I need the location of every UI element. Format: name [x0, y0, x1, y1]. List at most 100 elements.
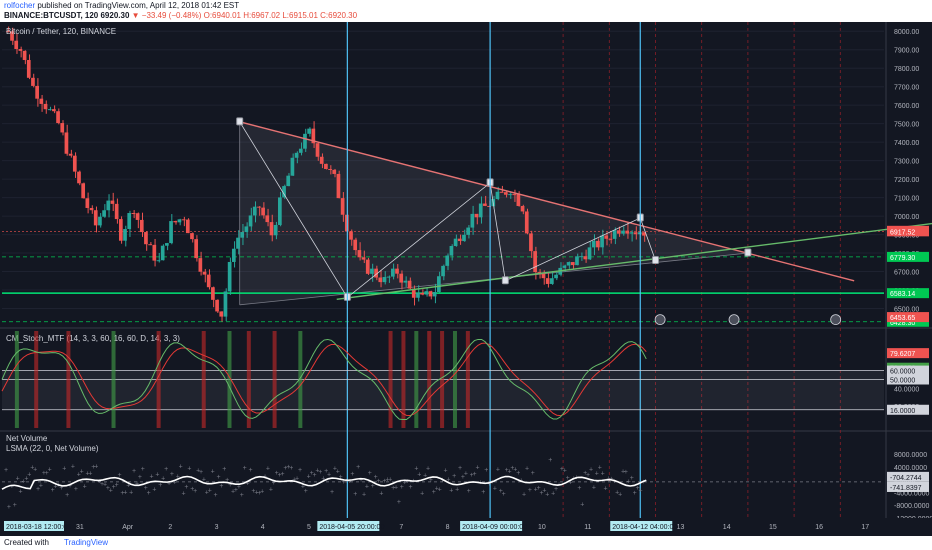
candle-body	[177, 219, 182, 223]
volume-point: +	[45, 470, 49, 477]
stoch-level-badge	[887, 374, 929, 385]
price-axis-badge	[887, 312, 929, 323]
candle-body	[445, 255, 450, 266]
candle-body	[403, 280, 408, 283]
candle-body	[144, 232, 148, 245]
candle-body	[64, 132, 69, 154]
chart-canvas[interactable]: 6500.006600.006700.006800.006900.007000.…	[0, 22, 932, 536]
candle-body	[31, 77, 35, 86]
candle-body	[596, 240, 600, 248]
volume-point: +	[292, 476, 296, 483]
volume-point: +	[77, 472, 81, 479]
candle-body	[240, 232, 245, 238]
candle-body	[18, 49, 23, 51]
volume-point: +	[91, 464, 95, 471]
volume-point: +	[406, 478, 410, 485]
stoch-signal-bar	[66, 331, 71, 428]
price-tick-label: 7900.00	[894, 48, 919, 55]
volume-point: +	[595, 471, 599, 478]
volume-point: +	[554, 486, 558, 493]
candle-body	[135, 213, 140, 220]
stoch-level-text: 16.0000	[890, 408, 915, 415]
price-tick-label: 8000.00	[894, 29, 919, 36]
time-tick-label: 2	[168, 524, 172, 531]
time-tick-label: 31	[76, 524, 84, 531]
candle-body	[466, 227, 471, 235]
volume-point: +	[251, 488, 255, 495]
candle-body	[190, 233, 194, 240]
volume-point: +	[80, 469, 84, 476]
chart-svg[interactable]: 6500.006600.006700.006800.006900.007000.…	[0, 22, 932, 536]
price-axis-badge	[887, 226, 929, 237]
candle-body	[169, 221, 173, 244]
volume-point: +	[630, 475, 634, 482]
time-tick-label: 5	[307, 524, 311, 531]
volume-point: +	[356, 464, 360, 471]
author-link[interactable]: rolfocher	[4, 1, 36, 10]
volume-point: +	[414, 466, 418, 473]
volume-point: +	[248, 467, 252, 474]
candle-body	[545, 278, 550, 284]
volume-point: +	[528, 487, 532, 494]
volume-point: +	[246, 480, 250, 487]
stoch-signal-bar	[201, 331, 206, 428]
volume-point: +	[234, 487, 238, 494]
candle-body	[319, 156, 324, 164]
tradingview-brand[interactable]: TradingView	[64, 538, 109, 547]
volume-point: +	[132, 468, 136, 475]
lower-trendline	[336, 222, 932, 300]
time-tick-label: 8	[446, 524, 450, 531]
volume-point: +	[214, 492, 218, 499]
volume-point: +	[109, 488, 113, 495]
candle-body	[457, 238, 462, 242]
stoch-signal-bar	[388, 331, 393, 428]
volume-point: +	[219, 483, 223, 490]
stoch-level-badge	[887, 365, 929, 376]
volume-point: +	[312, 472, 316, 479]
candle-body	[257, 206, 261, 208]
triangle-pattern-fill	[239, 121, 748, 305]
candle-body	[227, 261, 232, 292]
volume-point: +	[62, 465, 66, 472]
volume-point: +	[551, 491, 555, 498]
stoch-signal-bar	[14, 331, 19, 428]
candle-body	[181, 219, 186, 221]
volume-point: +	[481, 489, 485, 496]
candle-body	[629, 232, 634, 234]
volume-point: +	[636, 485, 640, 492]
volume-point: +	[589, 467, 593, 474]
volume-point: +	[301, 484, 305, 491]
price-tick-label: 7300.00	[894, 159, 919, 166]
volume-point: +	[196, 468, 200, 475]
volume-point: +	[420, 490, 424, 497]
volume-point: +	[184, 484, 188, 491]
price-axis-badge-text: 6779.30	[890, 255, 915, 262]
volume-point: +	[208, 487, 212, 494]
candle-body	[10, 31, 14, 41]
volume-point: +	[155, 471, 159, 478]
candle-body	[102, 210, 106, 217]
volume-value-text: -704.2744	[890, 475, 922, 482]
candle-body	[311, 128, 316, 144]
volume-point: +	[345, 478, 349, 485]
volume-point: +	[534, 487, 538, 494]
volume-point: +	[577, 485, 581, 492]
volume-point: +	[225, 477, 229, 484]
volume-point: +	[513, 466, 517, 473]
time-tick-label: 7	[399, 524, 403, 531]
zigzag-path	[239, 121, 656, 299]
volume-point: +	[510, 465, 514, 472]
volume-point: +	[205, 489, 209, 496]
candle-body	[512, 194, 517, 196]
volume-point: +	[342, 479, 346, 486]
volume-point: +	[88, 470, 92, 477]
volume-point: +	[42, 470, 46, 477]
volume-point: +	[33, 467, 37, 474]
candle-body	[462, 234, 466, 242]
candle-body	[56, 111, 60, 124]
time-marker-text: 2018-04-09 00:00:00	[462, 524, 527, 531]
candle-body	[562, 265, 567, 268]
volume-point: +	[222, 466, 226, 473]
volume-point: +	[336, 468, 340, 475]
candle-body	[231, 248, 236, 262]
